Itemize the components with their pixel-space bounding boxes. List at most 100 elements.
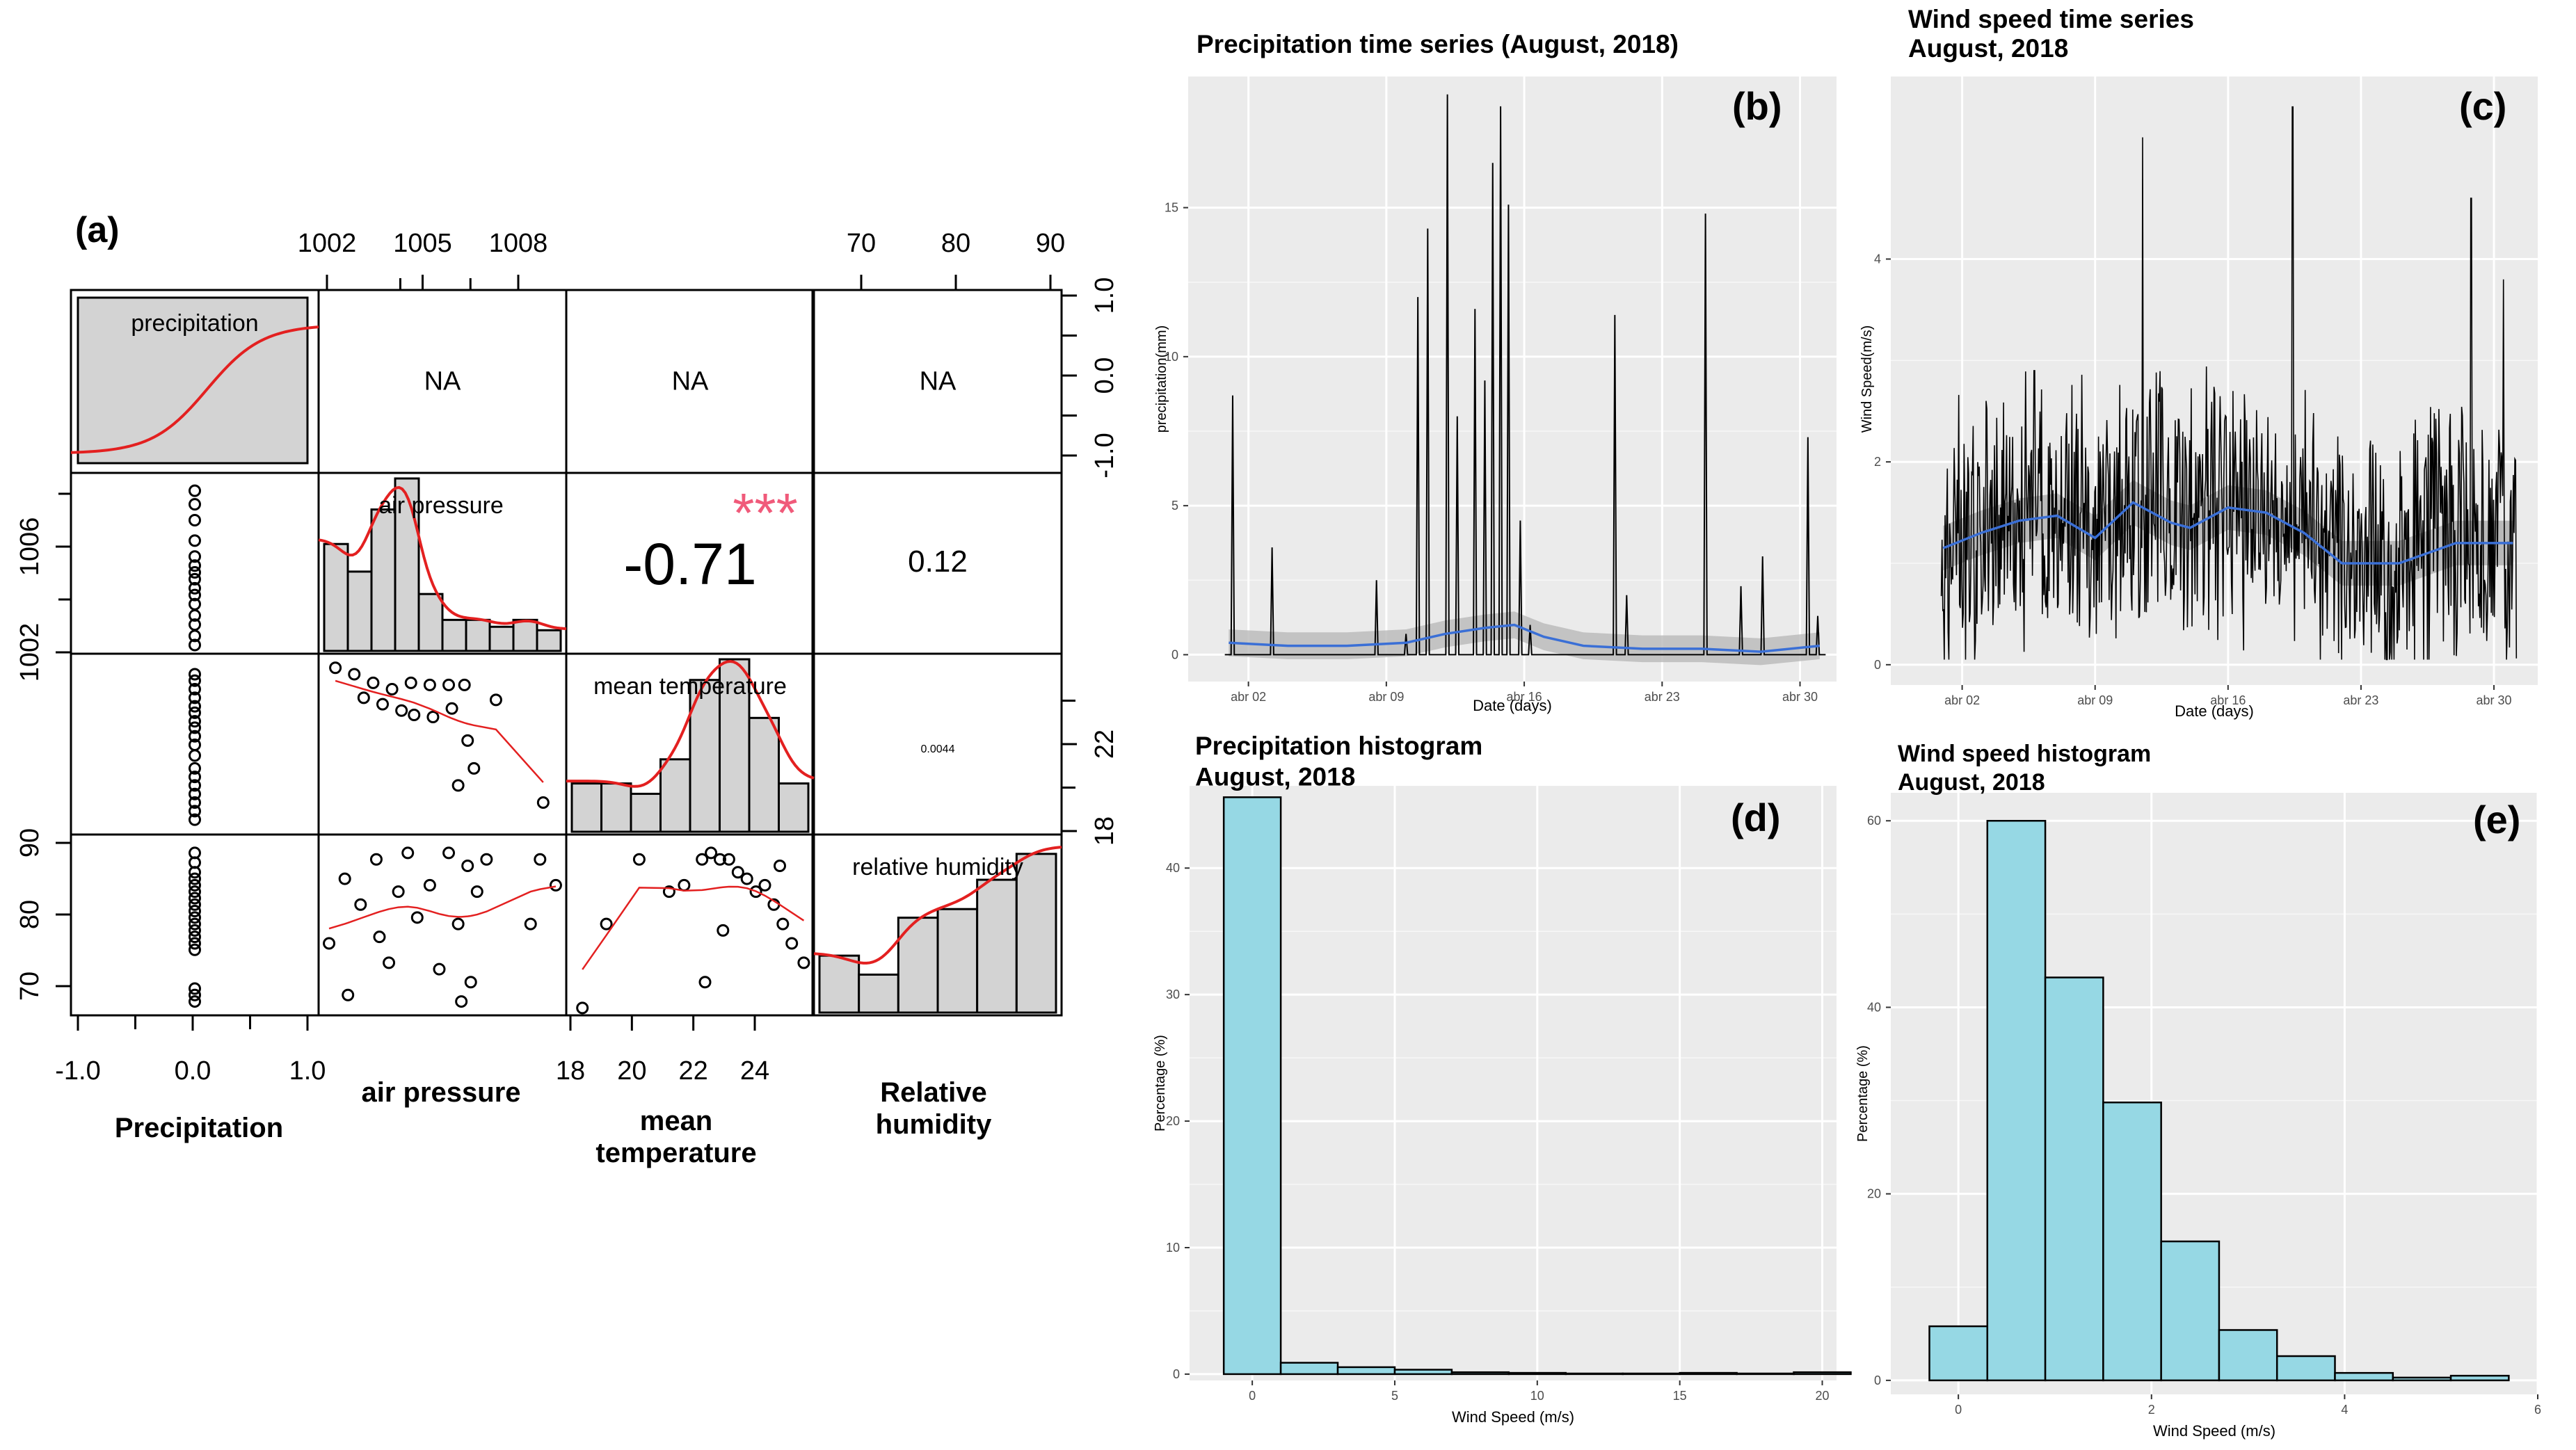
scatter-point [524, 917, 537, 931]
e-y-tick-label: 20 [1867, 1187, 1881, 1201]
e-hist-bar [2334, 1371, 2394, 1382]
scatter-point [426, 711, 440, 724]
scatter-point [404, 676, 417, 689]
bottom-label-precipitation: Precipitation [115, 1113, 283, 1143]
scatter-point [189, 787, 201, 800]
scatter-point [189, 700, 201, 713]
d-y-tick-label: 10 [1166, 1241, 1180, 1255]
bottom-label-mean-temperature: mean temperature [595, 1106, 756, 1168]
scatter-point [189, 805, 201, 818]
air_pressure-hist-bar [512, 618, 538, 652]
scatter-point [740, 872, 753, 885]
scatter-smooth-line [328, 885, 557, 930]
c-x-tick-label: abr 02 [1944, 693, 1980, 707]
air_pressure-hist-bar [394, 477, 420, 652]
scatter-point [758, 878, 771, 892]
scatter-point [189, 982, 201, 995]
scatter-point [189, 878, 201, 892]
scatter-point [189, 924, 201, 937]
bottom-tick-label: 18 [556, 1056, 585, 1086]
scatter-point [189, 674, 201, 687]
c-wind-series-line [1940, 106, 2518, 661]
mean_temperature-hist-bar [719, 658, 751, 833]
e-hist-bar [2218, 1329, 2278, 1382]
bottom-label-relative-humidity: Relative humidity [876, 1077, 992, 1140]
scatter-point [714, 853, 726, 866]
c-x-tick-label: abr 30 [2477, 693, 2512, 707]
panel-d-plot-background [1190, 786, 1837, 1380]
c-y-axis-label: Wind Speed(m/s) [1859, 325, 1875, 433]
b-x-tick-label: abr 09 [1368, 690, 1404, 704]
e-x-tick-label: 6 [2534, 1403, 2541, 1417]
scatter-point [369, 853, 383, 866]
panel-c-wind-speed-time-series: 0 2 4 abr 02 abr 09 abr 16 abr 23 abr 30 Date (d… [1859, 5, 2538, 720]
scatter-point [534, 853, 547, 866]
panel-b-title: Precipitation time series (August, 2018) [1197, 30, 1679, 58]
scatter-point [189, 550, 201, 563]
scatter-point [433, 962, 446, 976]
left-tick-label: 80 [15, 900, 45, 929]
e-x-tick-label: 0 [1955, 1403, 1962, 1417]
scatter-point [189, 911, 201, 924]
scatter-point [373, 931, 386, 944]
diag-label-mean_temperature: mean temperature [593, 673, 787, 700]
air_pressure-hist-bar [346, 570, 373, 652]
scatter-point [717, 924, 730, 937]
e-y-tick-label: 40 [1867, 1000, 1881, 1014]
b-y-tick-label: 0 [1171, 647, 1178, 661]
panel-a-scatter-matrix: (a) precipitation air pressure mean temper… [15, 210, 1119, 1168]
scatter-point [189, 498, 201, 511]
bottom-label-air-pressure: air pressure [361, 1077, 520, 1108]
e-hist-bar [2392, 1376, 2452, 1382]
b-x-axis-label: Date (days) [1473, 697, 1552, 714]
scatter-point [342, 988, 355, 1001]
scatter-point [189, 931, 201, 944]
scatter-point [189, 683, 201, 696]
c-y-tick-label: 4 [1874, 252, 1881, 266]
scatter-point [576, 1001, 589, 1015]
relative_humidity-hist-bar [858, 973, 899, 1014]
b-x-tick-label: abr 23 [1645, 690, 1680, 704]
scatter-point [189, 749, 201, 762]
top-tick-label: 90 [1036, 229, 1065, 258]
e-x-tick-label: 2 [2148, 1403, 2155, 1417]
e-y-tick-label: 0 [1874, 1374, 1881, 1387]
mean_temperature-hist-bar [600, 782, 632, 833]
e-hist-bar [1928, 1325, 1989, 1382]
scatter-point [189, 572, 201, 586]
panel-d-label: (d) [1731, 796, 1781, 839]
left-tick-label: 1002 [15, 623, 45, 682]
scatter-point [451, 917, 465, 931]
c-y-tick-label: 2 [1874, 455, 1881, 469]
d-title-lines: Precipitation histogram August, 2018 [1195, 732, 1482, 791]
scatter-point [797, 956, 810, 969]
panel-b-label: (b) [1732, 84, 1782, 128]
mean_temperature-hist-bar [778, 782, 810, 833]
correlation-value: -0.71 [623, 531, 756, 597]
bottom-tick-label: 24 [740, 1056, 769, 1086]
top-tick-label: 1005 [393, 229, 452, 258]
d-y-tick-label: 0 [1173, 1367, 1180, 1381]
scatter-point [455, 995, 468, 1008]
b-confidence-band [1229, 611, 1820, 666]
scatter-point [189, 629, 201, 643]
scatter-point [189, 905, 201, 918]
scatter-point [189, 638, 201, 652]
panel-e-label: (e) [2473, 798, 2520, 841]
diag-label-relative_humidity: relative humidity [852, 854, 1023, 880]
scatter-point [189, 559, 201, 572]
correlation-value: NA [920, 367, 957, 396]
d-x-tick-label: 5 [1391, 1389, 1398, 1403]
scatter-point [696, 853, 709, 866]
right-tick-label: -1.0 [1090, 433, 1119, 478]
precipitation-density-curve [70, 325, 319, 454]
e-hist-bar [2449, 1374, 2510, 1382]
scatter-point [338, 872, 351, 885]
d-hist-bar [1450, 1371, 1510, 1376]
panel-c-content: 0 2 4 abr 02 abr 09 abr 16 abr 23 abr 30 Date (d… [1859, 76, 2538, 720]
e-hist-bar [2275, 1355, 2336, 1382]
scatter-point [749, 885, 762, 899]
air_pressure-hist-bar [441, 618, 467, 652]
scatter-point [536, 796, 550, 809]
bottom-tick-label: 0.0 [175, 1056, 211, 1086]
